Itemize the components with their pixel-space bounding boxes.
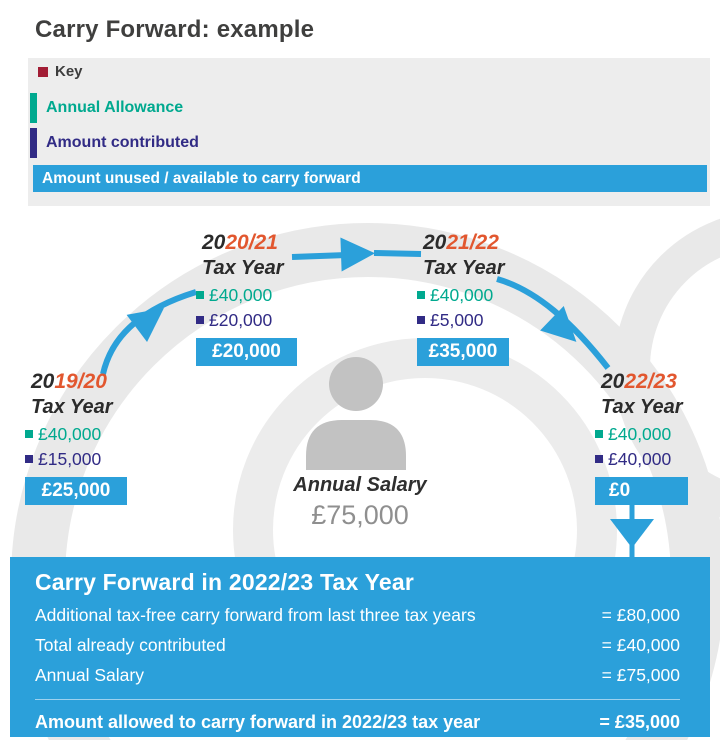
arrow-right-icon (340, 237, 375, 272)
tax-year-block-2021-22: 2021/22 Tax Year £40,000 £5,000 £35,000 (417, 231, 527, 366)
summary-row-value: = £40,000 (601, 635, 680, 655)
arc-right (614, 218, 720, 518)
allowance-bullet-icon (196, 291, 204, 299)
flow-lines (100, 250, 611, 375)
page-title: Carry Forward: example (35, 16, 315, 43)
year-suffix: 20/21 (225, 231, 278, 254)
year-suffix: 21/22 (446, 231, 499, 254)
contributed-bullet-icon (595, 455, 603, 463)
tax-year-title: 2022/23 (595, 370, 705, 394)
contributed-row: £15,000 (25, 449, 135, 469)
summary-title: Carry Forward in 2022/23 Tax Year (35, 569, 415, 595)
contributed-value: £40,000 (608, 449, 672, 469)
allowance-row: £40,000 (196, 285, 306, 305)
summary-row-label: Additional tax-free carry forward from l… (35, 605, 476, 625)
arrow-down-icon (610, 519, 654, 548)
tax-year-block-2020-21: 2020/21 Tax Year £40,000 £20,000 £20,000 (196, 231, 306, 366)
summary-total-row: Amount allowed to carry forward in 2022/… (35, 712, 680, 733)
allowance-bullet-icon (595, 430, 603, 438)
tax-year-label: Tax Year (601, 396, 683, 418)
summary-total-label: Amount allowed to carry forward in 2022/… (35, 712, 481, 732)
allowance-bullet-icon (417, 291, 425, 299)
contributed-chip-icon (30, 128, 37, 158)
key-item-amount-contributed: Amount contributed (30, 128, 199, 158)
user-icon-head (329, 357, 383, 411)
key-heading-row: Key (38, 63, 83, 80)
contributed-bullet-icon (417, 316, 425, 324)
contributed-value: £15,000 (38, 449, 102, 469)
tax-year-block-2019-20: 2019/20 Tax Year £40,000 £15,000 £25,000 (25, 370, 135, 505)
contributed-value: £5,000 (430, 310, 484, 330)
tax-year-title: 2019/20 (25, 370, 135, 394)
tax-year-block-2022-23: 2022/23 Tax Year £40,000 £40,000 £0 (595, 370, 705, 505)
key-item-label: Amount contributed (46, 134, 199, 151)
summary-total-value: = £35,000 (599, 712, 680, 732)
allowance-bullet-icon (25, 430, 33, 438)
arrow-to-summary (610, 496, 654, 557)
tax-year-title: 2020/21 (196, 231, 306, 255)
allowance-row: £40,000 (417, 285, 527, 305)
summary-row-contributed: Total already contributed = £40,000 (35, 635, 680, 656)
allowance-value: £40,000 (209, 285, 273, 305)
arrow-down-right-icon (540, 306, 577, 342)
curve-down-line (496, 276, 611, 370)
user-icon-body (306, 420, 406, 470)
carry-forward-box: £20,000 (196, 338, 297, 366)
flow-arrowheads (126, 237, 577, 343)
contributed-value: £20,000 (209, 310, 273, 330)
carry-forward-box: £0 (595, 477, 688, 505)
year-prefix: 20 (601, 370, 625, 393)
contributed-row: £20,000 (196, 310, 306, 330)
allowance-value: £40,000 (38, 424, 102, 444)
year-suffix: 22/23 (624, 370, 677, 393)
contributed-bullet-icon (196, 316, 204, 324)
summary-row-salary: Annual Salary = £75,000 (35, 665, 680, 686)
curve-up-line (100, 289, 197, 375)
summary-row-value: = £75,000 (601, 665, 680, 685)
allowance-chip-icon (30, 93, 37, 123)
arrow-up-right-icon (126, 307, 164, 343)
year-suffix: 19/20 (54, 370, 107, 393)
summary-row-label: Annual Salary (35, 665, 144, 685)
summary-divider (35, 699, 680, 700)
summary-row-label: Total already contributed (35, 635, 226, 655)
carry-forward-box: £35,000 (417, 338, 509, 366)
allowance-row: £40,000 (25, 424, 135, 444)
top-line-left (291, 252, 348, 260)
tax-year-label: Tax Year (423, 257, 505, 279)
year-prefix: 20 (423, 231, 447, 254)
key-item-annual-allowance: Annual Allowance (30, 93, 183, 123)
key-item-label: Annual Allowance (46, 99, 184, 116)
year-prefix: 20 (31, 370, 55, 393)
tax-year-label: Tax Year (202, 257, 284, 279)
user-icon (306, 357, 406, 470)
summary-row-value: = £80,000 (601, 605, 680, 625)
summary-panel: Carry Forward in 2022/23 Tax Year Additi… (10, 557, 710, 737)
key-heading: Key (55, 63, 83, 80)
carry-forward-box: £25,000 (25, 477, 127, 505)
allowance-value: £40,000 (430, 285, 494, 305)
contributed-row: £40,000 (595, 449, 705, 469)
tax-year-label: Tax Year (31, 396, 113, 418)
annual-salary-value: £75,000 (311, 500, 409, 530)
annual-salary-label: Annual Salary (293, 474, 427, 496)
contributed-bullet-icon (25, 455, 33, 463)
key-item-amount-unused: Amount unused / available to carry forwa… (33, 165, 707, 192)
allowance-value: £40,000 (608, 424, 672, 444)
allowance-row: £40,000 (595, 424, 705, 444)
summary-row-carry-forward: Additional tax-free carry forward from l… (35, 605, 680, 626)
contributed-row: £5,000 (417, 310, 527, 330)
key-panel: Key Annual Allowance Amount contributed … (28, 58, 710, 206)
tax-year-title: 2021/22 (417, 231, 527, 255)
key-square-icon (38, 66, 48, 77)
year-prefix: 20 (202, 231, 226, 254)
top-line-right (373, 250, 422, 257)
